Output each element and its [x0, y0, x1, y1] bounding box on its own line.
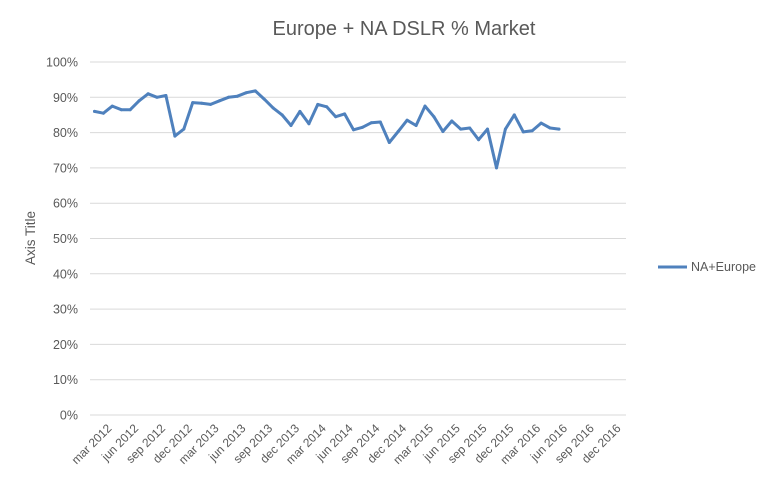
- data-point: [432, 115, 436, 119]
- y-tick-label: 10%: [53, 373, 78, 387]
- data-point: [423, 104, 427, 108]
- data-point: [200, 101, 204, 105]
- data-point: [128, 108, 132, 112]
- y-tick-label: 50%: [53, 232, 78, 246]
- data-point: [378, 120, 382, 124]
- data-point: [289, 124, 293, 127]
- data-point: [486, 127, 489, 131]
- data-point: [155, 95, 159, 99]
- data-point: [548, 126, 552, 130]
- y-axis-title: Axis Title: [23, 211, 38, 265]
- data-point: [235, 94, 239, 98]
- data-point: [441, 130, 445, 133]
- data-point: [387, 141, 391, 144]
- data-point: [521, 130, 525, 134]
- y-tick-label: 20%: [53, 338, 78, 352]
- y-tick-label: 0%: [60, 409, 78, 423]
- data-point: [539, 121, 543, 125]
- data-point: [280, 113, 284, 117]
- data-point: [316, 102, 320, 106]
- data-point: [182, 127, 186, 131]
- data-point: [262, 97, 266, 101]
- data-point: [110, 104, 114, 108]
- y-tick-label: 100%: [46, 56, 78, 70]
- data-point: [164, 94, 168, 97]
- data-point: [405, 118, 409, 122]
- data-point: [477, 138, 481, 142]
- data-point: [468, 126, 472, 130]
- data-point: [209, 102, 213, 106]
- data-point: [334, 115, 338, 119]
- y-tick-label: 40%: [53, 267, 78, 281]
- data-point: [512, 113, 516, 117]
- data-point: [119, 108, 123, 112]
- data-point: [218, 99, 221, 103]
- legend-label-na-europe: NA+Europe: [691, 260, 756, 274]
- data-point: [361, 125, 364, 129]
- gridlines: [90, 61, 626, 416]
- data-point: [307, 122, 311, 126]
- data-point: [343, 112, 347, 116]
- y-tick-label: 90%: [53, 91, 78, 105]
- data-point: [450, 119, 454, 123]
- data-point: [325, 105, 329, 109]
- series-line-na-europe: [93, 89, 561, 170]
- y-tick-label: 60%: [53, 197, 78, 211]
- data-point: [146, 92, 150, 96]
- data-point: [557, 127, 561, 131]
- data-point: [414, 124, 418, 127]
- data-point: [244, 91, 248, 95]
- chart-title: Europe + NA DSLR % Market: [273, 18, 536, 40]
- data-point: [396, 130, 400, 133]
- data-point: [137, 99, 141, 103]
- y-tick-label: 70%: [53, 161, 78, 175]
- data-point: [101, 111, 105, 115]
- data-point: [352, 128, 355, 132]
- data-point: [530, 129, 534, 133]
- y-tick-label: 80%: [53, 126, 78, 140]
- data-point: [298, 109, 302, 113]
- data-point: [369, 121, 373, 125]
- data-point: [227, 95, 230, 99]
- data-point: [253, 89, 257, 93]
- data-point: [173, 134, 177, 138]
- series-layer: [93, 89, 561, 170]
- y-axis-ticks: 0% 10% 20% 30% 40% 50% 60% 70% 80% 90% 100%: [46, 56, 78, 423]
- data-point: [93, 109, 96, 113]
- legend: NA+Europe: [658, 260, 756, 274]
- data-point: [495, 166, 498, 170]
- data-point: [503, 127, 507, 131]
- data-point: [271, 106, 275, 110]
- data-point: [459, 127, 463, 131]
- data-point: [191, 101, 195, 105]
- y-tick-label: 30%: [53, 303, 78, 317]
